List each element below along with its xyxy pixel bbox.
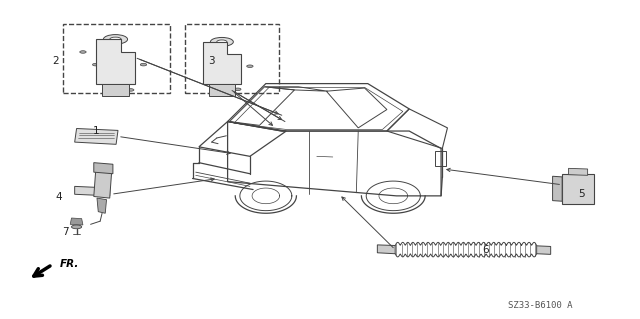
Polygon shape <box>378 245 395 254</box>
Ellipse shape <box>246 65 253 68</box>
Ellipse shape <box>140 63 147 66</box>
Polygon shape <box>568 168 588 175</box>
Text: 7: 7 <box>62 227 68 237</box>
Polygon shape <box>94 171 111 198</box>
Bar <box>564 190 590 194</box>
Ellipse shape <box>93 63 99 66</box>
Bar <box>435 151 446 166</box>
Text: 6: 6 <box>483 245 489 255</box>
Polygon shape <box>97 198 106 213</box>
Text: 3: 3 <box>209 56 215 66</box>
Ellipse shape <box>103 34 127 44</box>
Text: 2: 2 <box>52 56 59 66</box>
Ellipse shape <box>211 37 234 46</box>
Ellipse shape <box>214 88 220 91</box>
Polygon shape <box>96 39 135 84</box>
Ellipse shape <box>106 89 113 91</box>
Bar <box>63 24 170 93</box>
Polygon shape <box>209 84 235 96</box>
Polygon shape <box>70 218 83 225</box>
Text: 5: 5 <box>578 189 584 199</box>
Polygon shape <box>102 84 129 96</box>
Text: FR.: FR. <box>60 259 79 269</box>
Polygon shape <box>75 186 109 196</box>
Polygon shape <box>75 129 118 144</box>
Bar <box>185 24 279 93</box>
Ellipse shape <box>127 89 134 91</box>
Polygon shape <box>203 42 241 84</box>
Ellipse shape <box>217 40 227 44</box>
Text: SZ33-B6100 A: SZ33-B6100 A <box>508 301 573 310</box>
Bar <box>564 183 590 187</box>
Polygon shape <box>94 163 113 174</box>
Ellipse shape <box>235 88 241 91</box>
Ellipse shape <box>72 225 82 229</box>
Polygon shape <box>552 176 562 201</box>
Polygon shape <box>537 246 550 254</box>
Ellipse shape <box>80 189 85 191</box>
Bar <box>564 197 590 201</box>
Bar <box>564 176 590 180</box>
Text: 4: 4 <box>56 192 62 203</box>
Text: 1: 1 <box>92 126 99 136</box>
Ellipse shape <box>109 37 121 41</box>
Ellipse shape <box>80 51 86 53</box>
Polygon shape <box>562 174 594 204</box>
